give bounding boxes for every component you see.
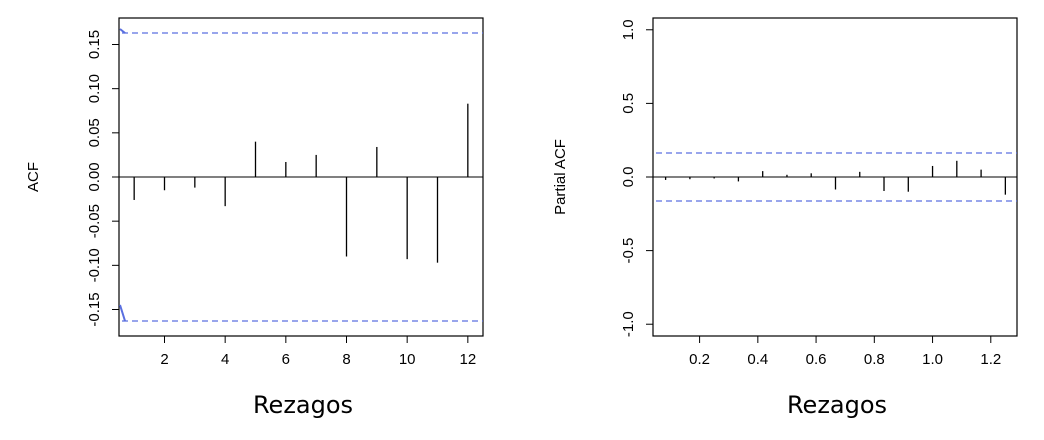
pacf-y-tick-label: 1.0 bbox=[620, 19, 637, 40]
acf-y-axis-label: ACF bbox=[25, 162, 42, 192]
acf-lower-band-start bbox=[119, 304, 126, 322]
acf-x-tick-label: 10 bbox=[399, 351, 416, 368]
acf-x-tick-label: 12 bbox=[459, 351, 476, 368]
acf-upper-band-start bbox=[119, 28, 126, 34]
pacf-x-tick-label: 0.4 bbox=[747, 351, 768, 368]
acf-bars bbox=[119, 103, 483, 263]
pacf-x-tick-label: 0.6 bbox=[806, 351, 827, 368]
pacf-confidence-bands bbox=[656, 152, 1017, 202]
acf-confidence-bands bbox=[119, 28, 483, 322]
pacf-x-tick-label: 0.2 bbox=[689, 351, 710, 368]
acf-y-tick-label: 0.00 bbox=[86, 162, 103, 191]
acf-x-tick-label: 2 bbox=[160, 351, 168, 368]
acf-y-tick-label: -0.15 bbox=[86, 292, 103, 326]
pacf-chart: 0.2 0.4 0.6 0.8 1.0 1.2 -1.0 -0.5 0.0 0.5 1.0 Par… bbox=[552, 17, 1018, 419]
pacf-y-axis-label: Partial ACF bbox=[552, 139, 569, 215]
pacf-y-tick-label: -1.0 bbox=[620, 311, 637, 337]
acf-y-tick-label: 0.05 bbox=[86, 118, 103, 147]
pacf-x-axis: 0.2 0.4 0.6 0.8 1.0 1.2 bbox=[689, 336, 1001, 368]
acf-x-axis-label: Rezagos bbox=[253, 391, 353, 419]
acf-x-axis: 2 4 6 8 10 12 bbox=[160, 336, 476, 368]
pacf-bars bbox=[653, 160, 1017, 195]
acf-x-tick-label: 4 bbox=[221, 351, 229, 368]
acf-chart: 2 4 6 8 10 12 -0.15 -0.10 -0.05 0.00 0.05 0.10 0.15… bbox=[25, 17, 484, 419]
acf-y-tick-label: 0.15 bbox=[86, 30, 103, 59]
acf-y-tick-label: -0.10 bbox=[86, 248, 103, 282]
pacf-x-tick-label: 0.8 bbox=[864, 351, 885, 368]
pacf-y-axis: -1.0 -0.5 0.0 0.5 1.0 bbox=[620, 19, 653, 337]
acf-y-tick-label: 0.10 bbox=[86, 74, 103, 103]
pacf-x-tick-label: 1.2 bbox=[980, 351, 1001, 368]
pacf-y-tick-label: -0.5 bbox=[620, 238, 637, 264]
acf-y-tick-label: -0.05 bbox=[86, 204, 103, 238]
acf-y-axis: -0.15 -0.10 -0.05 0.00 0.05 0.10 0.15 bbox=[86, 30, 119, 327]
pacf-y-tick-label: 0.5 bbox=[620, 93, 637, 114]
pacf-y-tick-label: 0.0 bbox=[620, 167, 637, 188]
acf-x-tick-label: 8 bbox=[342, 351, 350, 368]
pacf-x-tick-label: 1.0 bbox=[922, 351, 943, 368]
pacf-x-axis-label: Rezagos bbox=[787, 391, 887, 419]
acf-x-tick-label: 6 bbox=[282, 351, 290, 368]
